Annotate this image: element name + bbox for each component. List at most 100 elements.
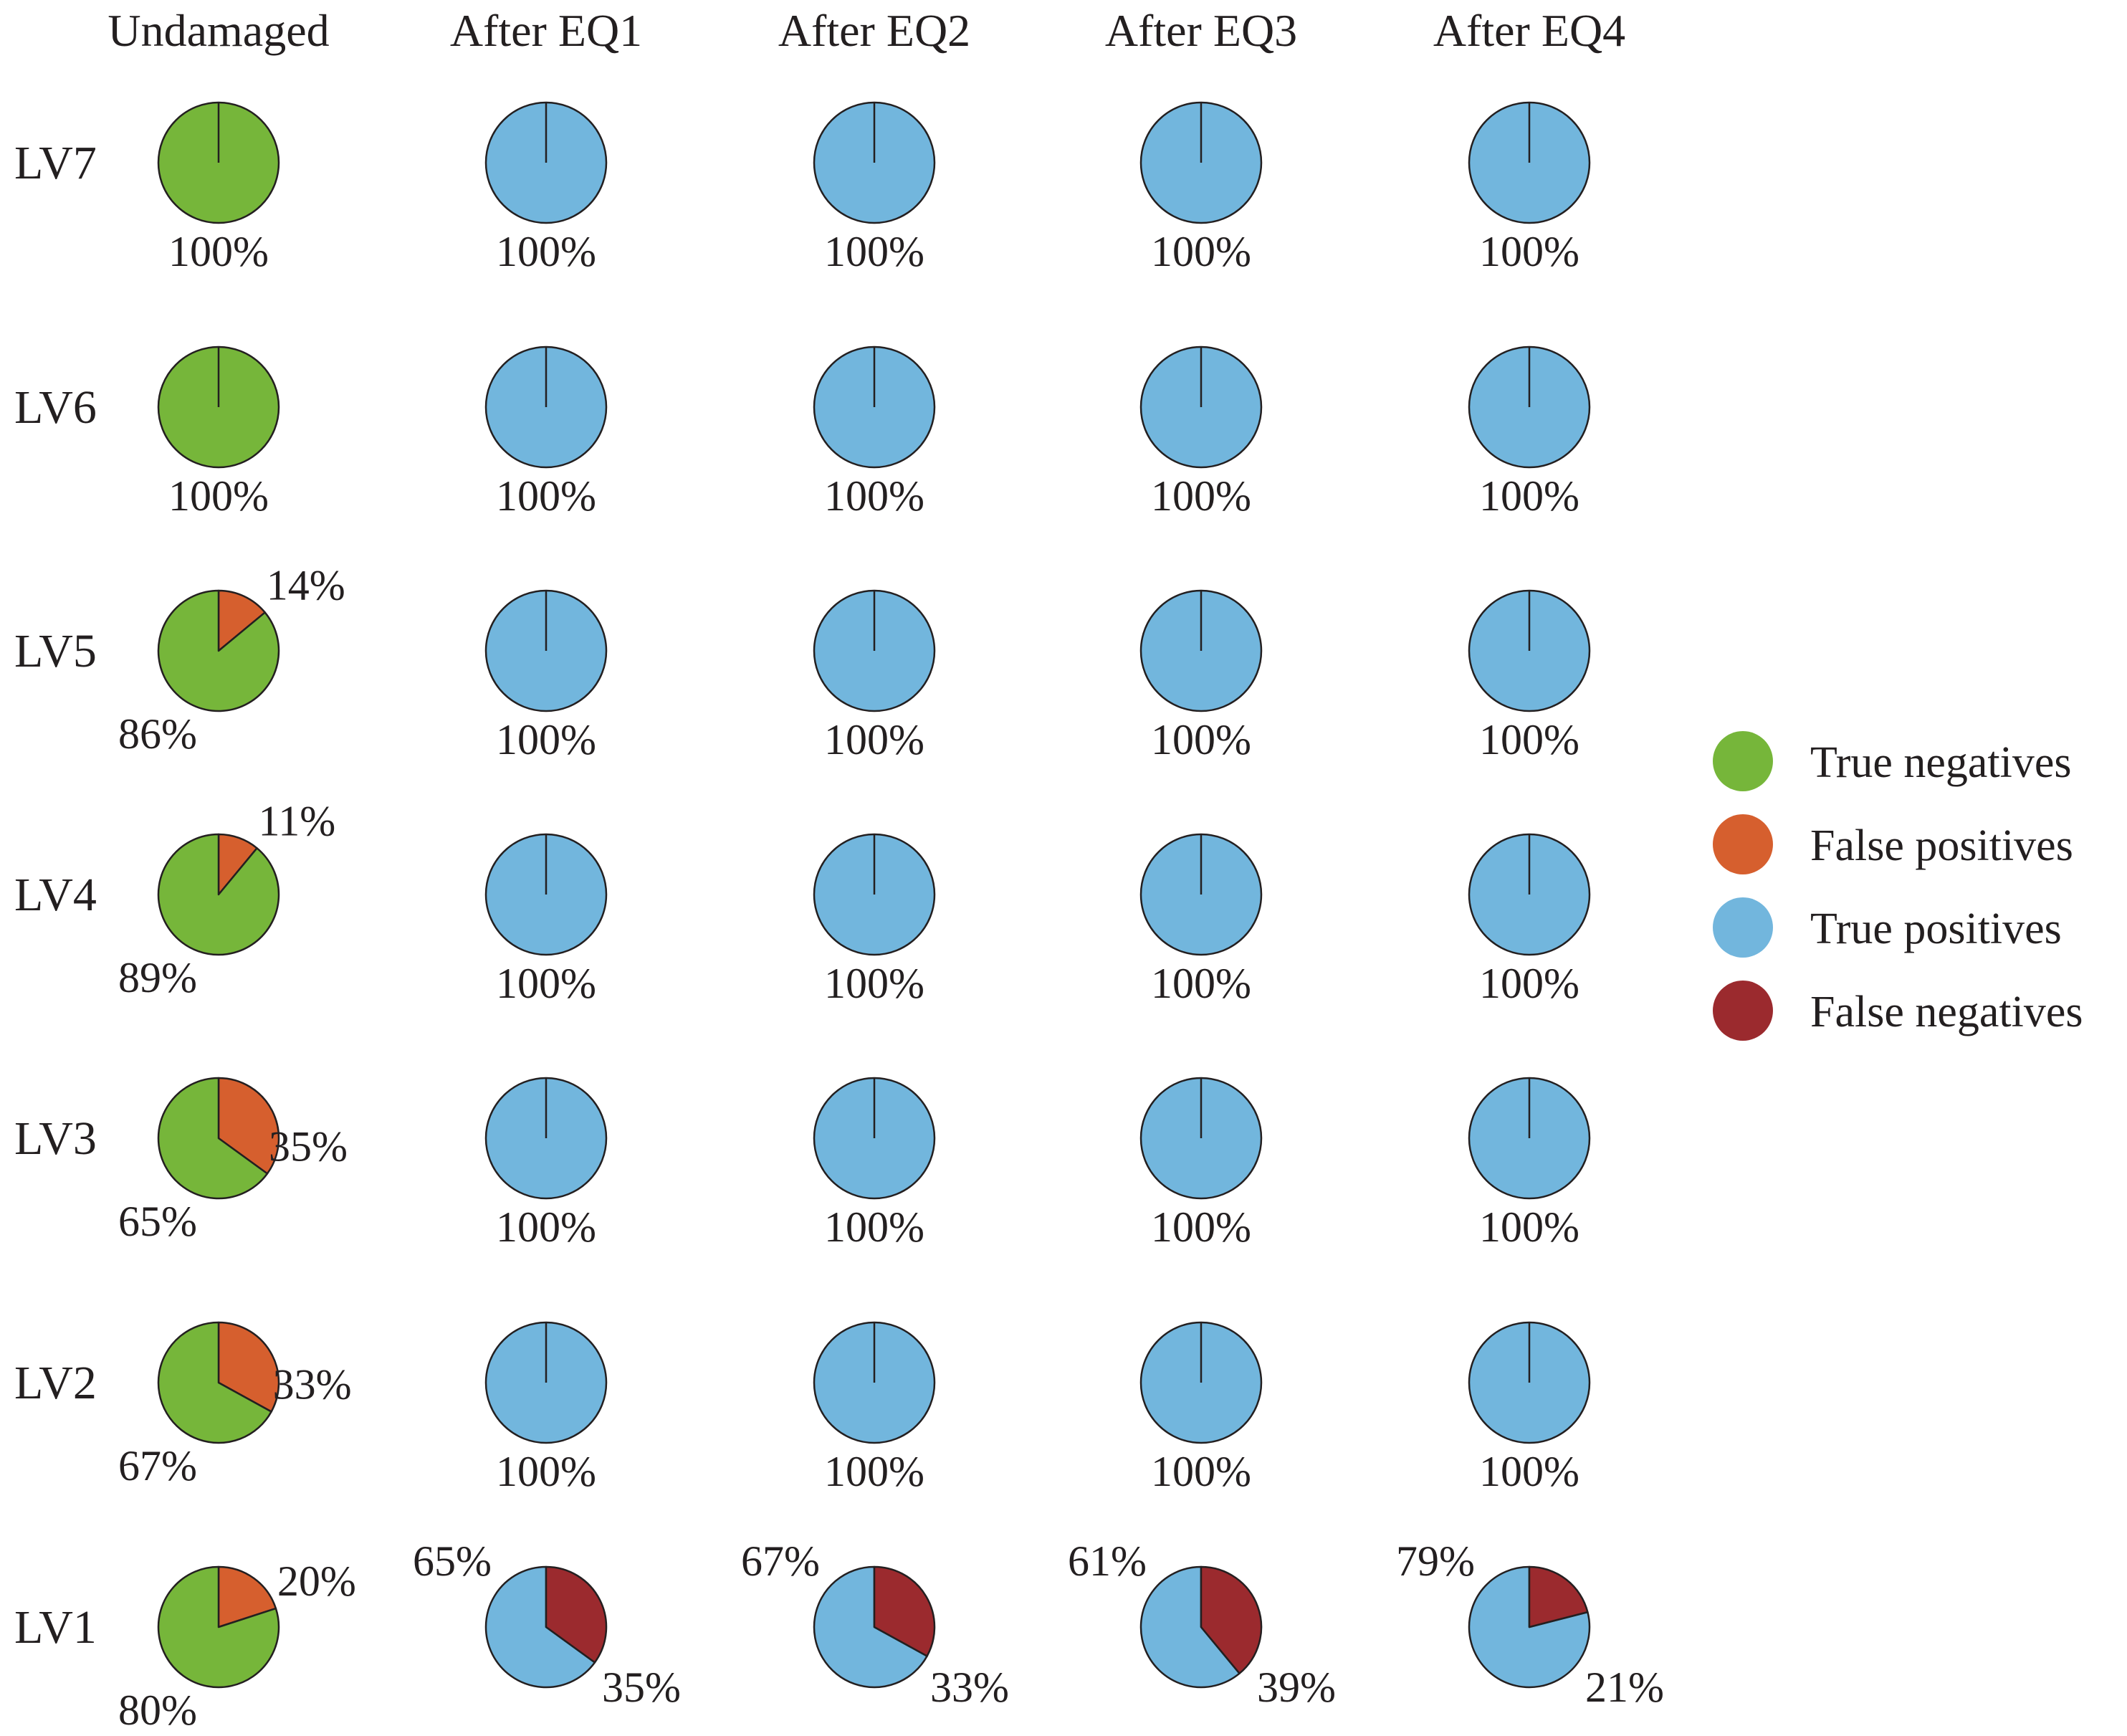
legend-item-true-positives: True positives [1713,897,2062,958]
pie-slice-tp [1139,1565,1241,1689]
legend-label: True negatives [1810,738,2072,787]
pie-lv1-after-eq1: 65% 35% [413,1537,681,1711]
pie-slice-tp [484,1565,596,1689]
column-title-after-eq2: After EQ2 [778,5,970,56]
pie-slice-tn [157,833,280,956]
row-label-lv2: LV2 [14,1357,97,1409]
pie-lv3-after-eq1: 100% [484,1077,608,1251]
pie-value-label: 100% [496,472,596,520]
pie-lv5-after-eq4: 100% [1468,589,1591,763]
column-title-after-eq1: After EQ1 [450,5,642,56]
row-label-lv7: LV7 [14,137,97,189]
pie-value-label-fp: 33% [273,1361,352,1408]
pie-lv5-after-eq3: 100% [1139,589,1263,763]
row-label-lv6: LV6 [14,381,97,434]
pie-lv1-undamaged: 20% 80% [118,1558,356,1734]
pie-value-label: 100% [496,1203,596,1251]
pie-value-label-tp: 65% [413,1537,492,1585]
pie-value-label: 100% [1479,960,1579,1007]
pie-grid: 100% 100% 100% 100% 100% 100% 100% 100% 100% 100%… [118,101,1664,1734]
legend-item-true-negatives: True negatives [1713,731,2072,791]
pie-lv5-after-eq1: 100% [484,589,608,763]
pie-value-label: 100% [496,716,596,763]
pie-lv2-undamaged: 33% 67% [118,1321,352,1489]
pie-slice-tp [1468,1565,1591,1689]
legend-label: False negatives [1810,988,2083,1036]
pie-lv4-undamaged: 11% 89% [118,797,335,1001]
pie-value-label: 100% [1479,1203,1579,1251]
pie-lv4-after-eq3: 100% [1139,833,1263,1007]
pie-value-label: 100% [1479,228,1579,275]
pie-lv2-after-eq2: 100% [813,1321,936,1495]
pie-value-label: 100% [1479,716,1579,763]
pie-slice-fn [1200,1565,1263,1674]
pie-value-label-fp: 14% [267,562,345,609]
legend-swatch-fn [1713,981,1773,1041]
pie-value-label: 100% [824,228,924,275]
pie-slice-tp [813,1565,928,1689]
pie-value-label: 100% [1479,472,1579,520]
pie-lv1-after-eq4: 79% 21% [1396,1537,1664,1711]
legend-item-false-positives: False positives [1713,814,2073,874]
pie-value-label-fn: 39% [1257,1664,1336,1711]
pie-slice-fn [873,1565,936,1657]
pie-lv2-after-eq3: 100% [1139,1321,1263,1495]
pie-value-label-tn: 86% [118,710,197,758]
pie-value-label: 100% [824,1203,924,1251]
pie-value-label-fp: 20% [277,1558,356,1605]
pie-value-label-fp: 35% [269,1122,348,1170]
pie-value-label-tn: 67% [118,1442,197,1489]
pie-lv7-after-eq4: 100% [1468,101,1591,275]
pie-value-label: 100% [824,960,924,1007]
legend-label: False positives [1810,821,2073,870]
pie-lv4-after-eq2: 100% [813,833,936,1007]
pie-value-label-tn: 89% [118,954,197,1001]
pie-value-label-fp: 11% [259,797,336,844]
pie-slice-fn [545,1565,608,1664]
pie-value-label: 100% [1151,472,1251,520]
row-label-lv5: LV5 [14,625,97,677]
legend: True negatives False positives True positi… [1713,731,2083,1041]
pie-lv4-after-eq1: 100% [484,833,608,1007]
pie-lv7-after-eq2: 100% [813,101,936,275]
pie-value-label-fn: 21% [1585,1664,1664,1711]
pie-value-label-fn: 33% [930,1664,1009,1711]
pie-value-label-tp: 67% [741,1537,820,1585]
pie-lv2-after-eq1: 100% [484,1321,608,1495]
row-label-lv3: LV3 [14,1112,97,1165]
pie-lv4-after-eq4: 100% [1468,833,1591,1007]
pie-lv3-after-eq3: 100% [1139,1077,1263,1251]
pie-value-label: 100% [1151,228,1251,275]
pie-lv6-after-eq2: 100% [813,345,936,520]
row-label-lv1: LV1 [14,1601,97,1654]
legend-item-false-negatives: False negatives [1713,981,2083,1041]
pie-lv6-after-eq3: 100% [1139,345,1263,520]
column-title-after-eq4: After EQ4 [1433,5,1625,56]
pie-value-label-tp: 61% [1068,1537,1147,1585]
pie-value-label: 100% [168,472,269,520]
pie-slice-tn [157,589,280,712]
pie-lv7-after-eq1: 100% [484,101,608,275]
pie-value-label: 100% [824,1448,924,1495]
column-titles: Undamaged After EQ1 After EQ2 After EQ3 Afte… [107,5,1625,56]
pie-lv7-undamaged: 100% [157,101,280,275]
pie-lv3-undamaged: 35% 65% [118,1077,348,1245]
pie-value-label: 100% [496,960,596,1007]
pie-lv2-after-eq4: 100% [1468,1321,1591,1495]
pie-lv3-after-eq4: 100% [1468,1077,1591,1251]
pie-value-label-fn: 35% [602,1664,681,1711]
pie-lv5-undamaged: 14% 86% [118,562,345,758]
column-title-undamaged: Undamaged [107,5,329,56]
pie-lv7-after-eq3: 100% [1139,101,1263,275]
pie-value-label: 100% [824,472,924,520]
legend-swatch-tp [1713,897,1773,958]
pie-lv6-after-eq4: 100% [1468,345,1591,520]
pie-lv1-after-eq2: 67% 33% [741,1537,1009,1711]
pie-value-label: 100% [1151,716,1251,763]
row-label-lv4: LV4 [14,869,97,921]
pie-value-label: 100% [496,1448,596,1495]
pie-value-label: 100% [1151,1448,1251,1495]
legend-label: True positives [1810,905,2062,953]
pie-value-label: 100% [824,716,924,763]
